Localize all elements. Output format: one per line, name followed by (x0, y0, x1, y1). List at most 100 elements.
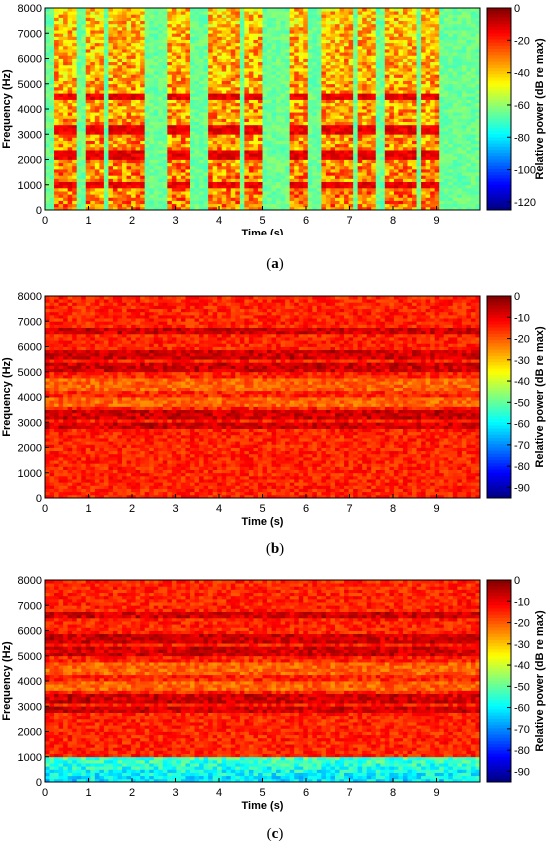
heatmap-cell (294, 77, 300, 81)
heatmap-cell (199, 102, 204, 107)
heatmap-cell (162, 77, 168, 81)
heatmap-cell (171, 17, 177, 22)
heatmap-cell (45, 45, 50, 50)
heatmap-cell (167, 150, 173, 154)
heatmap-cell (398, 200, 404, 205)
heatmap-cell (162, 181, 168, 186)
heatmap-cell (167, 127, 173, 132)
heatmap-cell (371, 93, 377, 97)
heatmap-cell (199, 109, 204, 113)
heatmap-cell (230, 187, 236, 192)
heatmap-cell (67, 61, 73, 66)
heatmap-cell (330, 30, 336, 34)
heatmap-cell (76, 77, 82, 81)
heatmap-cell (330, 146, 336, 151)
heatmap-cell (321, 140, 327, 145)
heatmap-cell (325, 39, 331, 44)
heatmap-cell (307, 36, 313, 40)
heatmap-cell (190, 121, 195, 126)
heatmap-cell (126, 8, 132, 12)
heatmap-cell (99, 93, 105, 97)
heatmap-cell (212, 42, 218, 47)
heatmap-cell (76, 146, 82, 151)
heatmap-cell (180, 67, 186, 72)
heatmap-cell (312, 121, 318, 126)
heatmap-cell (149, 194, 155, 198)
heatmap-cell (344, 67, 349, 72)
heatmap-cell (371, 96, 377, 100)
heatmap-cell (321, 168, 327, 173)
heatmap-cell (230, 200, 236, 205)
heatmap-cell (81, 30, 87, 34)
heatmap-cell (335, 191, 340, 195)
heatmap-cell (108, 140, 114, 145)
heatmap-cell (122, 90, 127, 94)
heatmap-cell (180, 61, 186, 66)
heatmap-cell (289, 153, 295, 157)
heatmap-cell (262, 124, 268, 129)
heatmap-cell (353, 17, 359, 22)
heatmap-cell (380, 33, 386, 37)
heatmap-cell (312, 11, 318, 15)
heatmap-cell (257, 105, 263, 110)
heatmap-cell (108, 137, 114, 141)
heatmap-cell (158, 67, 164, 72)
heatmap-cell (135, 39, 141, 44)
heatmap-cell (321, 102, 327, 107)
heatmap-cell (217, 83, 223, 88)
heatmap-cell (112, 61, 118, 66)
heatmap-cell (380, 109, 386, 113)
heatmap-cell (276, 52, 282, 56)
heatmap-cell (81, 99, 87, 104)
heatmap-cell (126, 153, 132, 157)
heatmap-cell (208, 143, 214, 148)
heatmap-cell (63, 86, 69, 91)
heatmap-cell (153, 206, 159, 211)
heatmap-cell (244, 11, 250, 15)
heatmap-cell (144, 206, 150, 211)
heatmap-cell (117, 93, 123, 97)
heatmap-cell (135, 121, 141, 126)
heatmap-cell (135, 172, 141, 176)
heatmap-cell (108, 197, 114, 201)
heatmap-cell (63, 206, 69, 211)
heatmap-cell (294, 26, 300, 31)
heatmap-cell (194, 23, 200, 28)
heatmap-cell (167, 134, 173, 138)
heatmap-cell (180, 140, 186, 145)
heatmap-cell (330, 8, 336, 12)
heatmap-cell (244, 140, 250, 145)
heatmap-cell (303, 162, 309, 167)
heatmap-cell (171, 23, 177, 28)
heatmap-cell (325, 118, 331, 123)
heatmap-cell (49, 127, 55, 132)
heatmap-cell (285, 26, 291, 31)
heatmap-cell (312, 99, 318, 104)
heatmap-cell (375, 131, 381, 135)
heatmap-cell (221, 203, 227, 208)
heatmap-cell (253, 33, 259, 37)
heatmap-cell (49, 181, 55, 186)
heatmap-cell (280, 74, 286, 78)
heatmap-cell (393, 162, 399, 167)
heatmap-cell (171, 146, 177, 151)
heatmap-cell (312, 86, 318, 91)
heatmap-cell (321, 137, 327, 141)
heatmap-cell (67, 36, 73, 40)
heatmap-cell (90, 206, 96, 211)
heatmap-cell (135, 14, 141, 18)
heatmap-cell (262, 191, 268, 195)
heatmap-cell (384, 191, 390, 195)
heatmap-cell (199, 8, 204, 12)
heatmap-cell (330, 153, 336, 157)
heatmap-cell (153, 140, 159, 145)
heatmap-cell (176, 14, 182, 18)
heatmap-cell (285, 61, 291, 66)
heatmap-cell (248, 26, 254, 31)
heatmap-cell (366, 137, 372, 141)
heatmap-cell (126, 96, 132, 100)
heatmap-cell (167, 109, 173, 113)
heatmap-cell (99, 11, 105, 15)
heatmap-cell (153, 184, 159, 189)
heatmap-cell (99, 23, 105, 28)
